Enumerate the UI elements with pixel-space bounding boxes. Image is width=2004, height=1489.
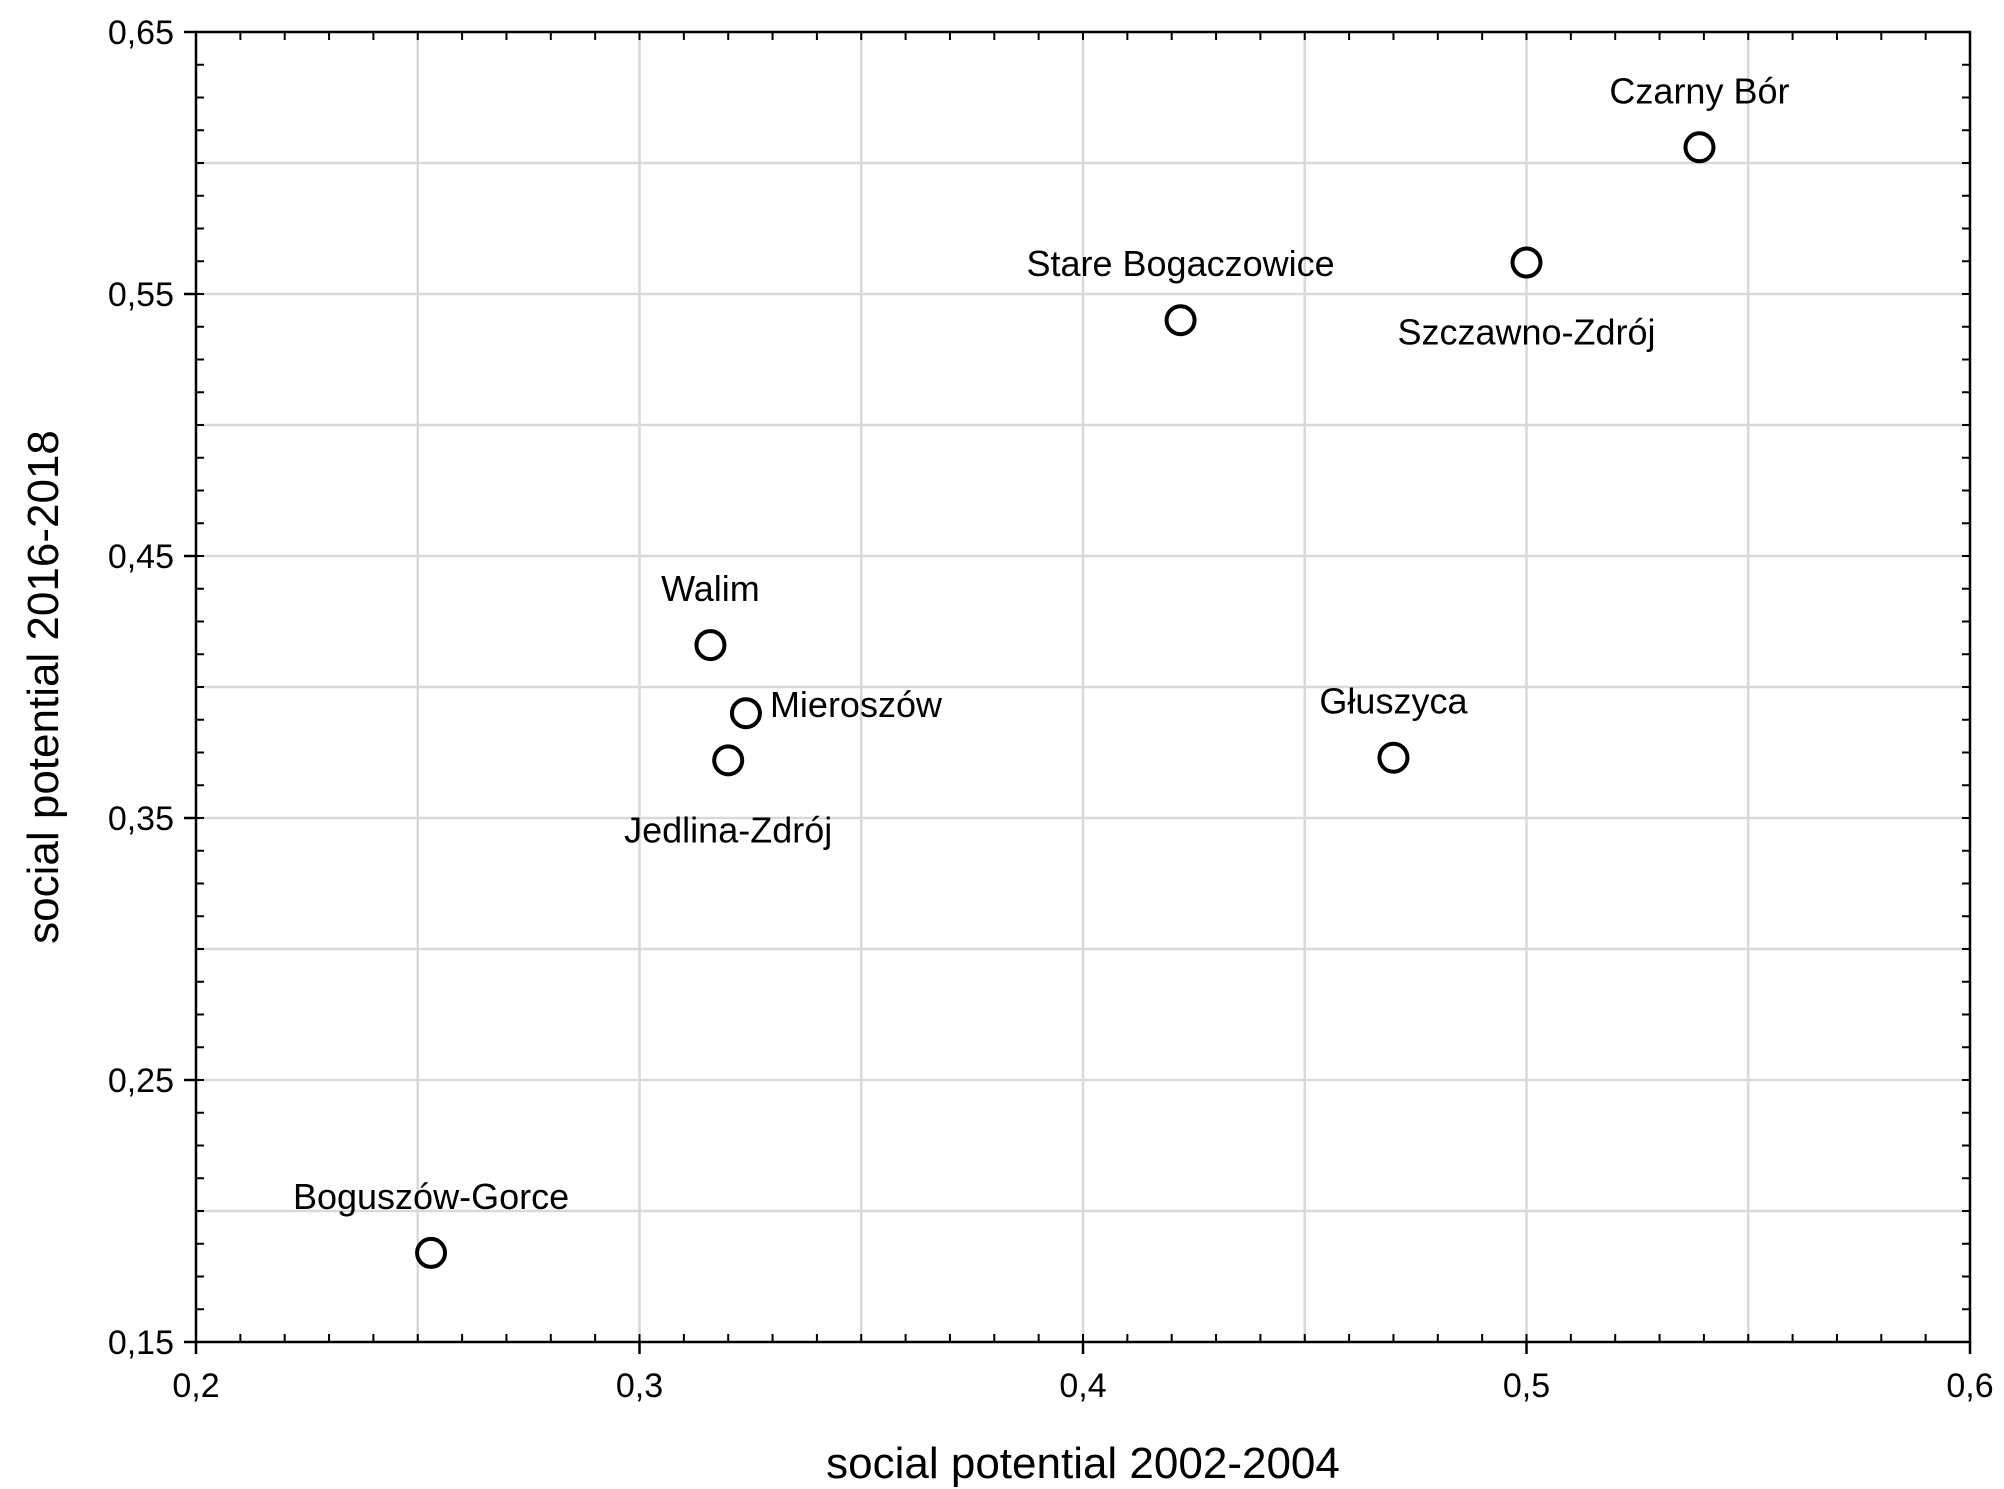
data-point [1164, 304, 1197, 337]
data-point [1377, 741, 1410, 774]
data-point [1510, 246, 1543, 279]
x-axis-title: social potential 2002-2004 [826, 1439, 1340, 1488]
minor-ticks [195, 31, 1971, 1343]
x-tick-label: 0,6 [1946, 1367, 1993, 1405]
y-tick-label: 0,65 [108, 14, 174, 52]
gridlines [196, 32, 1970, 1342]
y-tick-label: 0,45 [108, 538, 174, 576]
point-label: Stare Bogaczowice [1026, 243, 1334, 284]
data-points [415, 131, 1716, 1269]
point-labels: Czarny Bór Szczawno-Zdrój Stare Bogaczowic… [293, 70, 1790, 1217]
data-point [712, 744, 745, 777]
x-axis-ticks: 0,2 0,3 0,4 0,5 0,6 [172, 1342, 1994, 1405]
point-label: Czarny Bór [1609, 70, 1789, 111]
point-label: Szczawno-Zdrój [1397, 312, 1655, 353]
data-point [729, 697, 762, 730]
point-label: Walim [661, 568, 760, 609]
point-label: Głuszyca [1319, 681, 1468, 722]
y-axis-title: social potential 2016-2018 [19, 430, 68, 944]
x-tick-label: 0,4 [1059, 1367, 1106, 1405]
y-axis-ticks: 0,15 0,25 0,35 0,45 0,55 0,65 [108, 14, 196, 1362]
point-label: Boguszów-Gorce [293, 1176, 569, 1217]
y-tick-label: 0,25 [108, 1062, 174, 1100]
plot-frame [194, 30, 1972, 1344]
point-label: Jedlina-Zdrój [624, 809, 832, 850]
y-tick-label: 0,35 [108, 800, 174, 838]
x-tick-label: 0,3 [616, 1367, 663, 1405]
data-point [1683, 131, 1716, 164]
point-label: Mieroszów [770, 684, 943, 725]
y-tick-label: 0,55 [108, 276, 174, 314]
data-point [694, 629, 727, 662]
x-tick-label: 0,5 [1503, 1367, 1550, 1405]
data-point [415, 1236, 448, 1269]
x-tick-label: 0,2 [172, 1367, 219, 1405]
y-tick-label: 0,15 [108, 1324, 174, 1362]
